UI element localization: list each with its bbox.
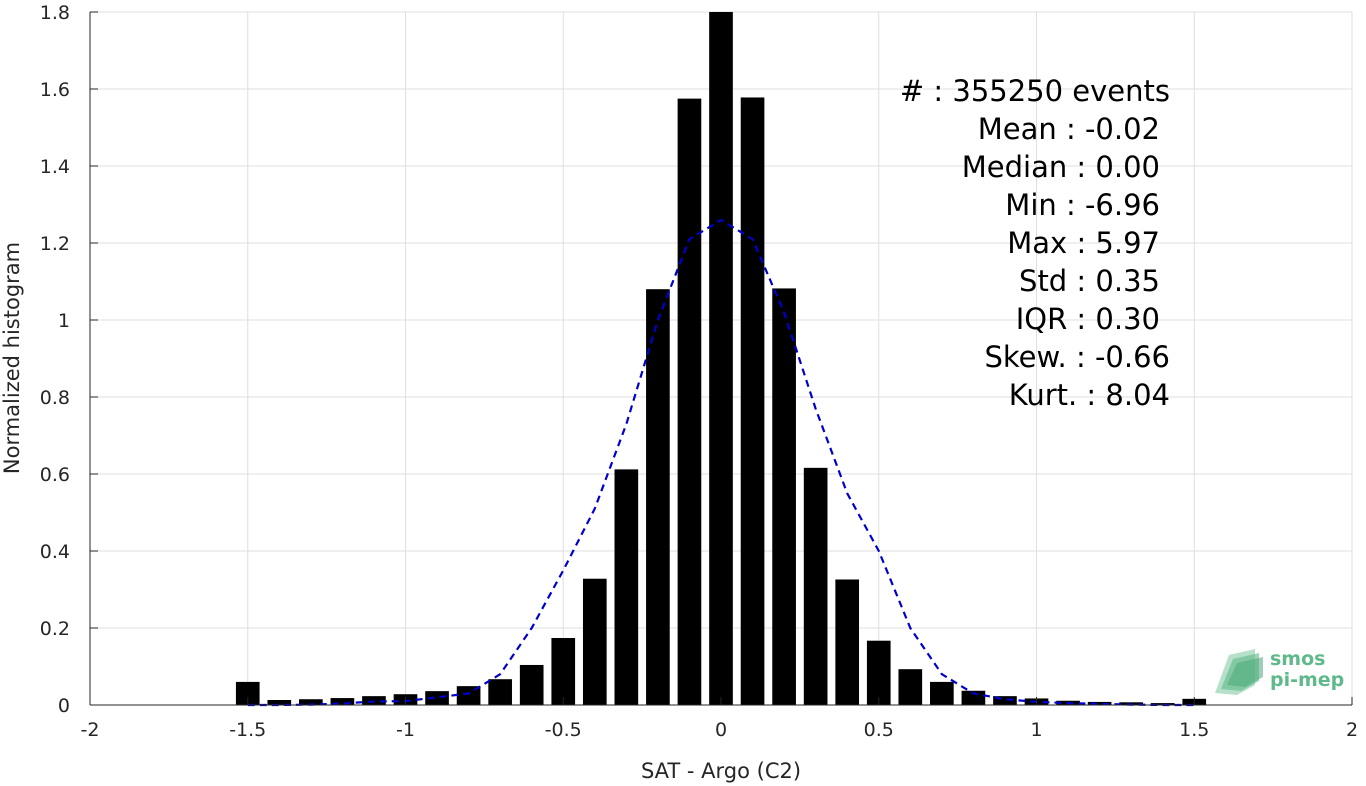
stat-line-1: Mean : -0.02 bbox=[978, 112, 1160, 146]
stat-line-4: Max : 5.97 bbox=[1007, 226, 1160, 260]
stats-annotation: # : 355250 events Mean : -0.02 Median : 0.… bbox=[900, 74, 1170, 412]
x-tick-label-7: 1.5 bbox=[1179, 719, 1209, 741]
y-axis-label: Normalized histogram bbox=[0, 242, 24, 474]
y-tick-label-1: 0.2 bbox=[40, 618, 70, 640]
histogram-bar-2 bbox=[299, 699, 323, 705]
histogram-bar-6 bbox=[425, 691, 449, 705]
histogram-bar-0 bbox=[235, 681, 260, 705]
logo-text-pi-mep: pi-mep bbox=[1270, 669, 1344, 691]
y-tick-label-2: 0.4 bbox=[40, 541, 70, 563]
histogram-bar-18 bbox=[803, 467, 828, 705]
histogram-bar-9 bbox=[519, 664, 544, 705]
bars bbox=[235, 12, 1207, 706]
x-tick-label-0: -2 bbox=[81, 719, 100, 741]
stat-line-5: Std : 0.35 bbox=[1019, 264, 1160, 298]
histogram-bar-23 bbox=[961, 690, 986, 705]
histogram-bar-7 bbox=[456, 686, 481, 705]
y-tick-label-4: 0.8 bbox=[40, 387, 70, 409]
x-ticks: -2 -1.5 -1 -0.5 0 0.5 1 1.5 2 bbox=[81, 697, 1358, 741]
stat-line-6: IQR : 0.30 bbox=[1016, 302, 1160, 336]
histogram-bar-11 bbox=[582, 578, 607, 705]
y-tick-label-0: 0 bbox=[58, 695, 70, 717]
histogram-bar-15 bbox=[709, 12, 733, 705]
histogram-bar-21 bbox=[898, 669, 923, 705]
stat-line-8: Kurt. : 8.04 bbox=[1009, 378, 1170, 412]
stat-line-0: # : 355250 events bbox=[900, 74, 1170, 108]
y-tick-label-7: 1.4 bbox=[40, 156, 70, 178]
smos-pi-mep-logo: smos pi-mep bbox=[1215, 648, 1344, 695]
y-ticks: 0 0.2 0.4 0.6 0.8 1 1.2 1.4 1.6 1.8 bbox=[40, 2, 98, 717]
histogram-bar-27 bbox=[1087, 701, 1112, 705]
histogram-bar-24 bbox=[993, 696, 1017, 705]
y-tick-label-9: 1.8 bbox=[40, 2, 70, 24]
x-tick-label-2: -1 bbox=[396, 719, 415, 741]
stat-line-3: Min : -6.96 bbox=[1005, 188, 1160, 222]
x-tick-label-1: -1.5 bbox=[229, 719, 266, 741]
x-tick-label-4: 0 bbox=[715, 719, 727, 741]
stat-line-2: Median : 0.00 bbox=[962, 150, 1160, 184]
x-tick-label-5: 0.5 bbox=[864, 719, 894, 741]
logo-layer-3 bbox=[1227, 657, 1263, 687]
histogram-bar-16 bbox=[740, 97, 765, 706]
histogram-bar-10 bbox=[551, 638, 576, 705]
x-tick-label-6: 1 bbox=[1030, 719, 1042, 741]
y-tick-label-8: 1.6 bbox=[40, 79, 70, 101]
logo-text-smos: smos bbox=[1270, 648, 1325, 670]
x-axis-label: SAT - Argo (C2) bbox=[641, 759, 801, 783]
histogram-bar-13 bbox=[646, 289, 670, 705]
histogram-bar-22 bbox=[930, 681, 954, 705]
y-tick-label-5: 1 bbox=[58, 310, 70, 332]
y-tick-label-3: 0.6 bbox=[40, 464, 70, 486]
x-tick-label-3: -0.5 bbox=[545, 719, 582, 741]
histogram-bar-14 bbox=[677, 98, 702, 705]
histogram-bar-8 bbox=[488, 679, 512, 705]
histogram-bar-3 bbox=[330, 698, 355, 705]
y-tick-label-6: 1.2 bbox=[40, 233, 70, 255]
x-tick-label-8: 2 bbox=[1346, 719, 1358, 741]
stat-line-7: Skew. : -0.66 bbox=[984, 340, 1170, 374]
histogram-bar-17 bbox=[772, 288, 796, 705]
histogram-bar-12 bbox=[614, 469, 639, 705]
histogram-bar-20 bbox=[866, 640, 891, 705]
histogram-bar-1 bbox=[267, 699, 292, 705]
histogram-bar-19 bbox=[835, 579, 860, 705]
